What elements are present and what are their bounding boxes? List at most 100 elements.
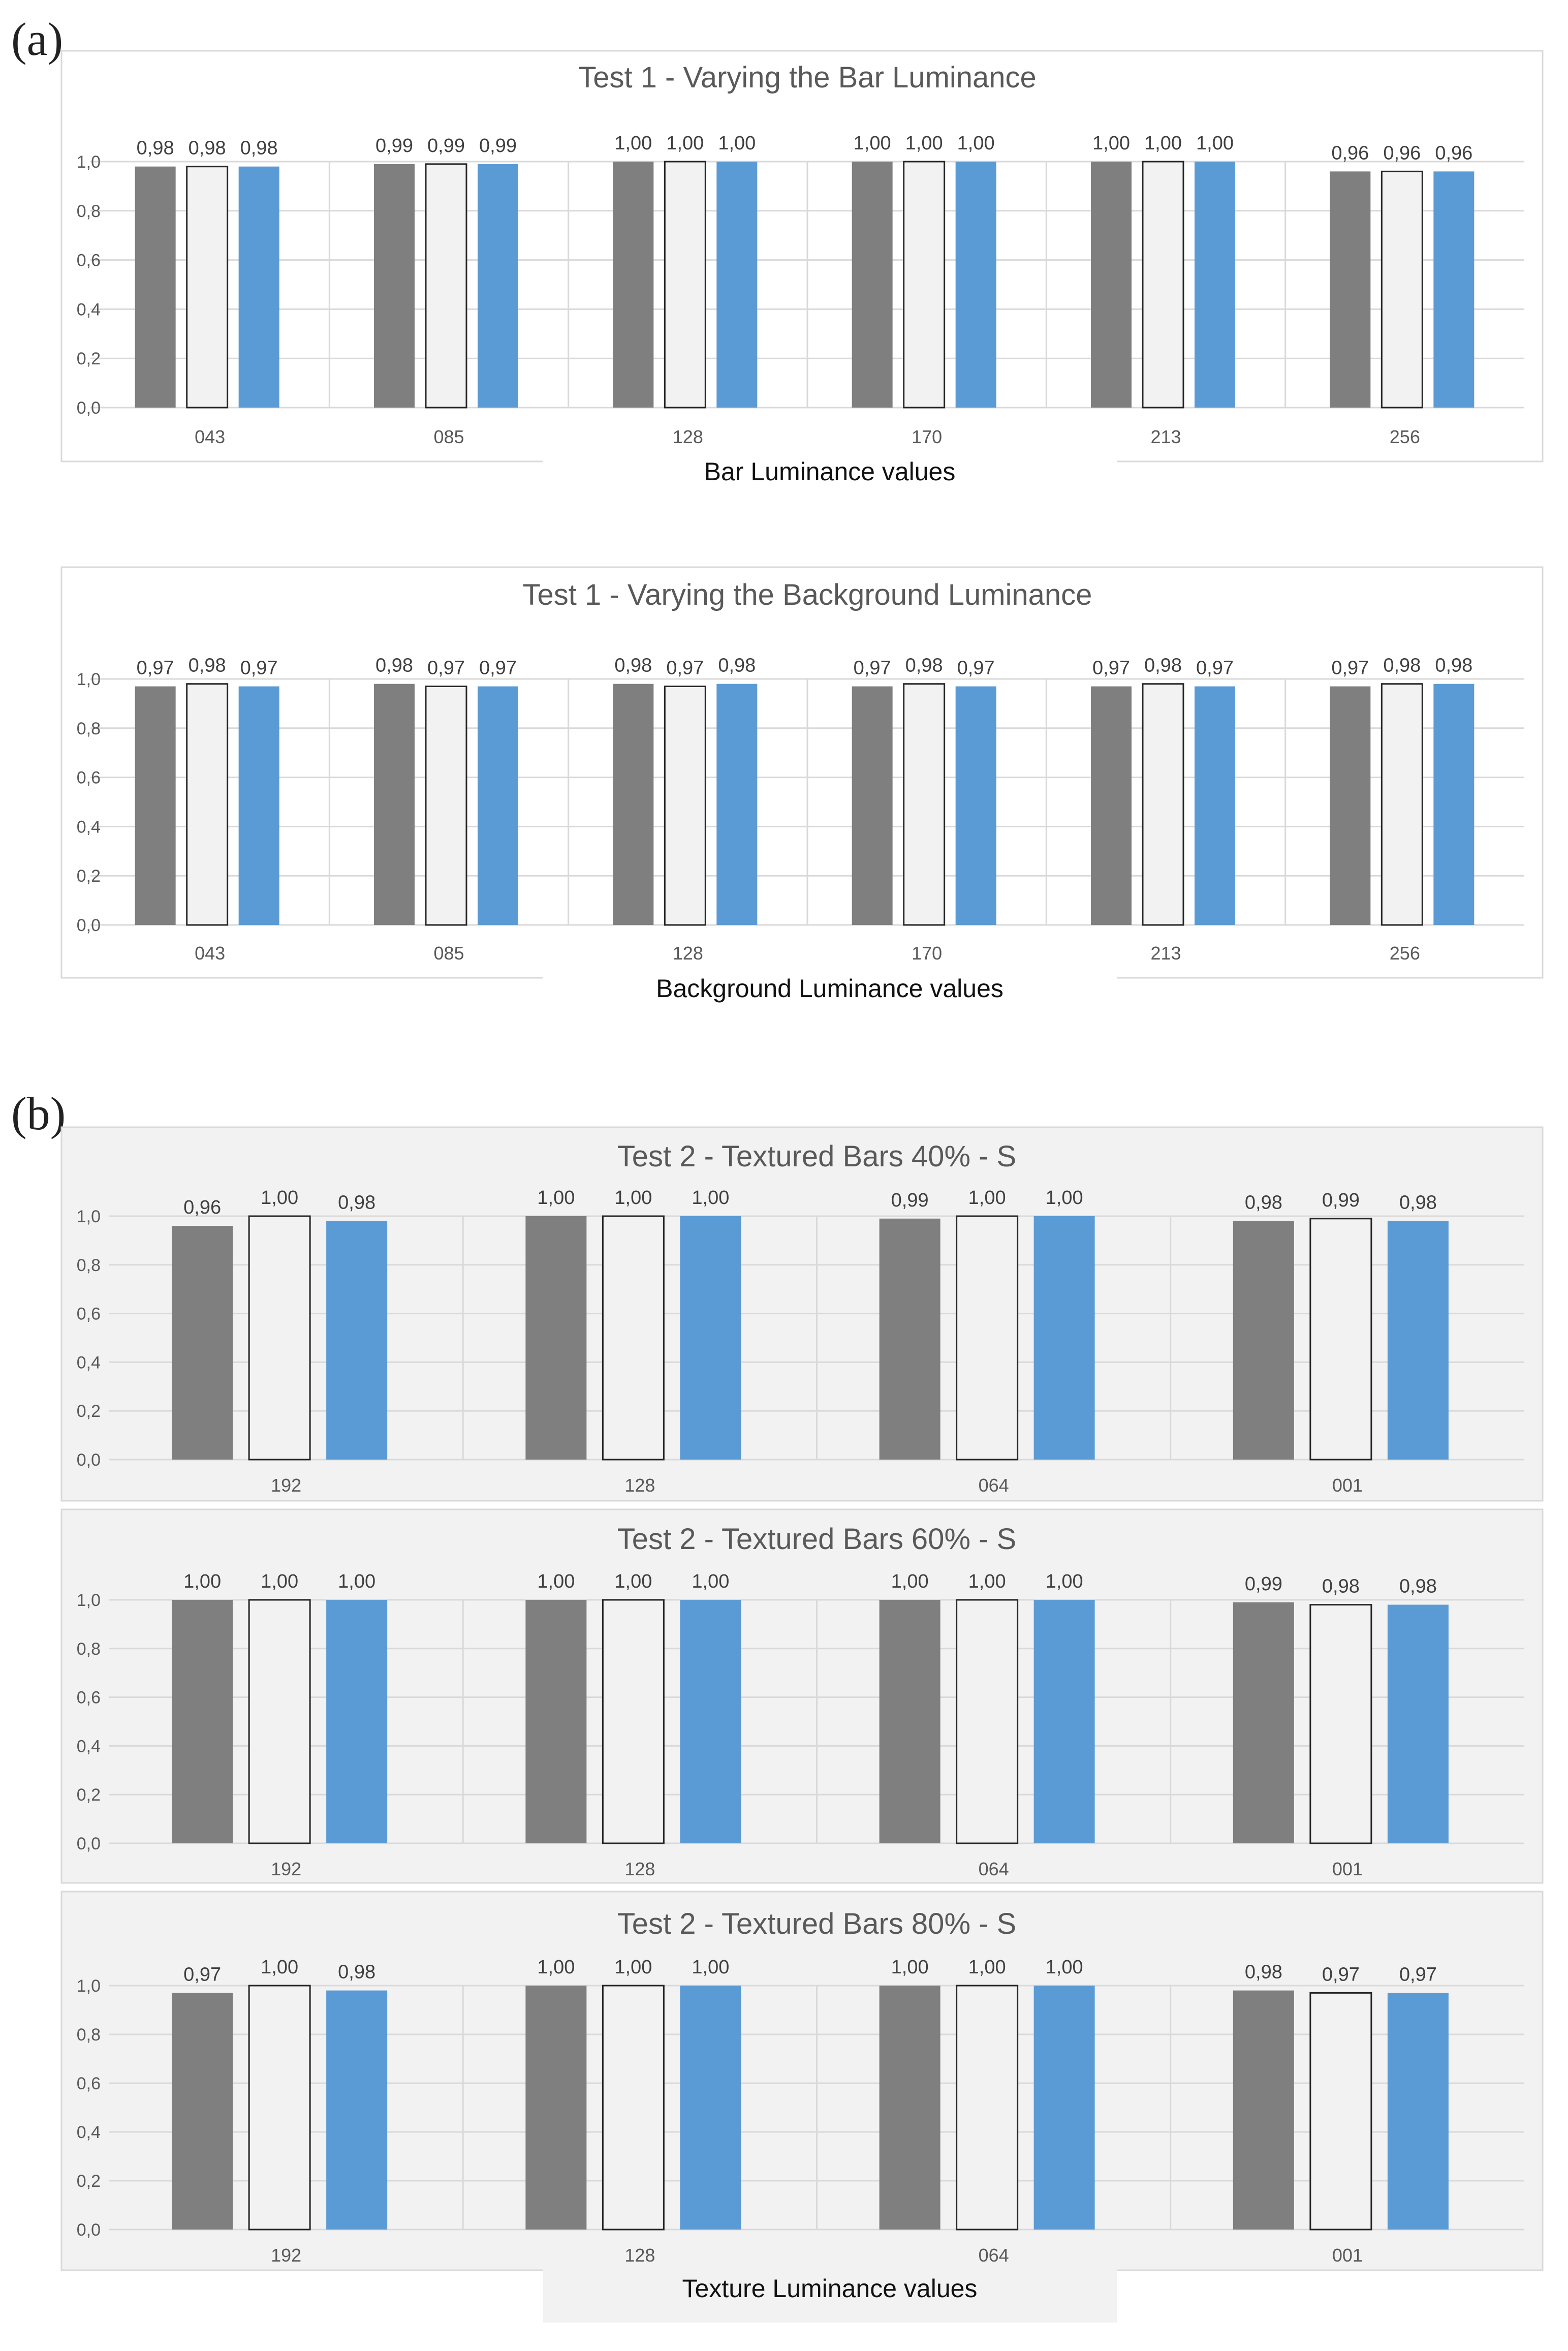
data-label: 1,00 [891,1571,929,1592]
bar-1-043 [135,686,176,925]
data-label: 1,00 [1046,1571,1083,1592]
x-tick-label: 192 [271,1475,301,1496]
data-label: 0,98 [189,655,226,676]
x-tick-label: 128 [624,1859,655,1879]
data-label: 0,98 [1245,1192,1282,1214]
y-tick-label: 0,0 [77,1834,101,1853]
data-label: 1,00 [183,1571,221,1592]
data-label: 1,00 [718,133,756,154]
bar-3-064 [1033,1986,1095,2230]
xlabel-tab-a-top [543,455,1117,506]
data-label: 1,00 [261,1187,298,1209]
x-tick-label: 001 [1332,1475,1363,1496]
y-tick-label: 0,2 [77,867,101,886]
data-label: 0,98 [1399,1576,1437,1597]
bar-1-213 [1091,162,1132,408]
bar-1-128 [525,1216,587,1460]
y-tick-label: 0,8 [77,1256,101,1275]
charts-layer: Test 1 - Varying the Bar Luminance 0,0 0,2… [77,61,1524,2266]
x-tick-label: 001 [1332,2245,1363,2266]
bar-2-001 [1309,1218,1372,1461]
bar-3-043 [238,686,279,925]
chart-frame-bar-luminance [60,50,1544,462]
bar-1-170 [852,686,893,925]
bar-1-085 [374,164,415,408]
chart-title: Test 1 - Varying the Bar Luminance [578,61,1037,94]
bar-3-170 [955,162,996,408]
data-label: 0,98 [1399,1192,1437,1214]
data-label: 1,00 [957,133,995,154]
bar-1-170 [852,162,893,408]
data-label: 0,98 [1383,655,1421,676]
data-label: 1,00 [1092,133,1130,154]
y-tick-label: 0,2 [77,349,101,368]
data-label: 0,98 [338,1962,375,1983]
bar-3-128 [680,1600,741,1843]
bar-2-085 [425,163,467,409]
data-label: 0,99 [891,1190,929,1211]
data-label: 1,00 [261,1571,298,1592]
data-label: 1,00 [968,1957,1006,1978]
y-tick-label: 1,0 [77,1207,101,1226]
bar-3-192 [326,1221,388,1460]
bar-3-001 [1387,1221,1449,1460]
data-label: 0,99 [479,135,517,157]
data-label: 1,00 [537,1957,575,1978]
data-label: 1,00 [692,1571,729,1592]
bar-1-128 [613,684,654,925]
y-tick-label: 0,2 [77,1402,101,1421]
data-label: 0,96 [1435,142,1472,164]
data-label: 1,00 [1046,1187,1083,1209]
x-tick-label: 085 [433,426,464,447]
x-tick-label: 064 [979,1475,1009,1496]
bar-1-256 [1330,686,1371,925]
panel-label-b: (b) [11,1088,66,1139]
bar-3-064 [1033,1216,1095,1460]
x-tick-label: 192 [271,1859,301,1879]
data-label: 0,97 [1322,1964,1360,1985]
bar-2-064 [956,1599,1019,1844]
bar-2-256 [1381,683,1423,926]
data-label: 0,98 [1322,1576,1360,1597]
bar-1-192 [172,1600,233,1843]
data-label: 1,00 [537,1187,575,1209]
chart-title: Test 1 - Varying the Background Luminanc… [523,578,1092,611]
data-label: 1,00 [614,1187,652,1209]
y-tick-label: 0,8 [77,2025,101,2045]
bar-2-128 [602,1215,665,1461]
data-label: 0,99 [427,135,465,157]
y-tick-label: 0,4 [77,1737,101,1756]
y-tick-label: 0,0 [77,398,101,418]
bar-1-001 [1233,1990,1294,2230]
bar-3-213 [1195,686,1235,925]
panel-label-a: (a) [11,13,63,65]
chart-title: Test 2 - Textured Bars 40% - S [617,1140,1017,1173]
y-tick-label: 0,2 [77,2172,101,2191]
bar-1-001 [1233,1602,1294,1843]
bar-3-001 [1387,1993,1449,2230]
bar-2-128 [602,1985,665,2231]
bar-3-213 [1195,162,1235,408]
bar-3-085 [478,686,518,925]
bar-1-128 [525,1600,587,1843]
data-label: 0,97 [427,658,465,679]
x-tick-label: 001 [1332,1859,1363,1879]
data-label: 0,97 [1331,658,1369,679]
x-tick-label: 128 [673,426,703,447]
data-label: 0,98 [338,1192,375,1214]
bar-2-170 [903,161,946,409]
data-label: 1,00 [854,133,891,154]
bar-2-128 [602,1599,665,1844]
data-label: 0,98 [1245,1962,1282,1983]
bar-2-064 [956,1215,1019,1461]
data-label: 0,98 [240,138,278,159]
x-tick-label: 128 [673,943,703,964]
y-tick-label: 0,0 [77,1450,101,1470]
x-tick-label: 213 [1150,426,1181,447]
bar-1-192 [172,1226,233,1460]
x-axis-title-background-luminance: Background Luminance values [656,974,1003,1003]
bar-2-064 [956,1985,1019,2231]
y-tick-label: 0,6 [77,768,101,788]
bar-3-256 [1433,171,1475,408]
